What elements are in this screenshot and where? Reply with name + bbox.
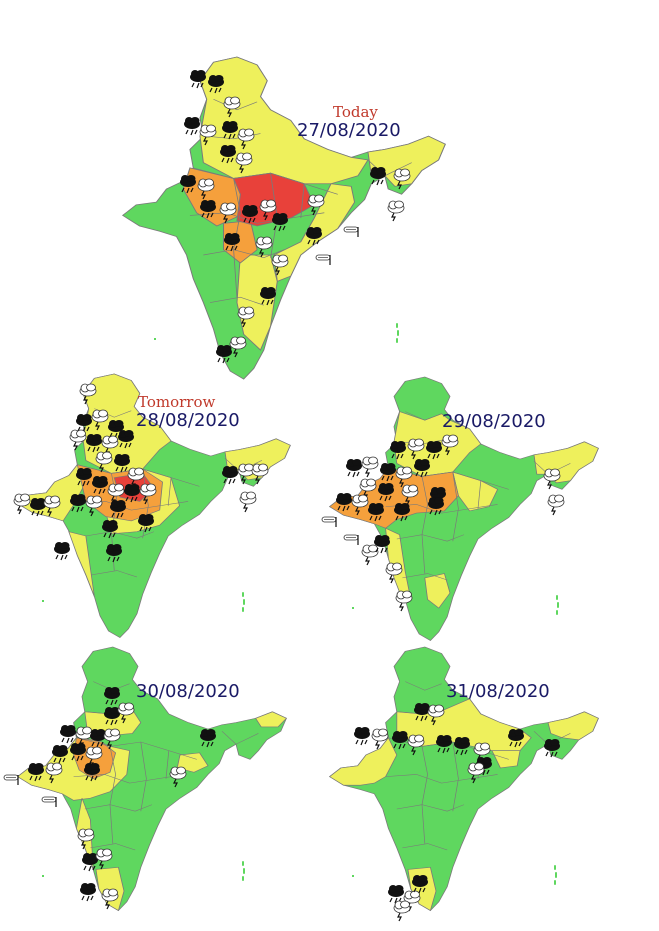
map-tomorrow-date-label: 28/08/2020 (136, 410, 240, 431)
forecast-map-tomorrow (10, 372, 300, 647)
forecast-map-today (112, 55, 452, 390)
strong-wind-icon (343, 226, 359, 238)
forecast-map-31-08-2020 (322, 645, 607, 925)
map-tomorrow-day-label: Tomorrow (138, 393, 216, 411)
forecast-map-30-08-2020 (3, 645, 294, 925)
map-29-08-2020-date-label: 29/08/2020 (442, 411, 546, 432)
map-31-08-2020-date-label: 31/08/2020 (446, 681, 550, 702)
map-today-date-label: 27/08/2020 (297, 120, 401, 141)
andaman-islands (396, 323, 399, 343)
map-today-day-label: Today (333, 103, 378, 121)
map-30-08-2020-date-label: 30/08/2020 (136, 681, 240, 702)
forecast-map-29-08-2020 (321, 375, 607, 655)
